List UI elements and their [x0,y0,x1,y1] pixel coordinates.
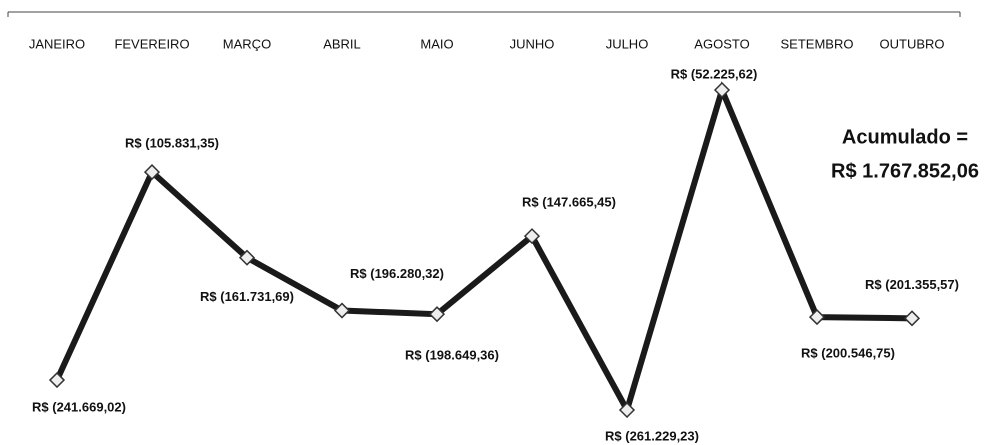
data-label: R$ (196.280,32) [350,266,444,281]
marker [48,371,66,389]
data-label: R$ (161.731,69) [200,289,294,304]
marker [808,309,826,326]
x-tick-label: MAIO [420,36,453,51]
data-label: R$ (147.665,45) [522,195,616,210]
x-tick-label: AGOSTO [694,36,749,51]
annotation: R$ 1.767.852,06 [831,160,979,182]
marker [903,310,921,327]
x-tick-label: MARÇO [223,36,271,51]
x-tick-label: JANEIRO [29,36,85,51]
data-label: R$ (52.225,62) [671,66,758,81]
data-label: R$ (198.649,36) [405,348,499,363]
data-label: R$ (200.546,75) [801,346,895,361]
x-tick-label: FEVEREIRO [114,36,189,51]
marker [428,306,446,323]
data-label: R$ (201.355,57) [865,277,959,292]
x-tick-label: JUNHO [510,36,555,51]
marker [238,249,256,266]
x-tick-label: OUTUBRO [880,36,945,51]
marker [713,81,731,99]
data-label: R$ (105.831,35) [125,136,219,151]
marker [523,228,541,245]
marker [618,401,636,419]
x-tick-label: ABRIL [323,36,361,51]
x-tick-label: SETEMBRO [781,36,854,51]
marker [143,164,161,181]
data-label: R$ (261.229,23) [605,428,699,443]
x-tick-label: JULHO [606,36,649,51]
top-frame [7,11,961,17]
data-label: R$ (241.669,02) [32,399,126,414]
line [54,81,913,418]
marker [333,302,351,319]
annotation: Acumulado = [842,126,968,148]
